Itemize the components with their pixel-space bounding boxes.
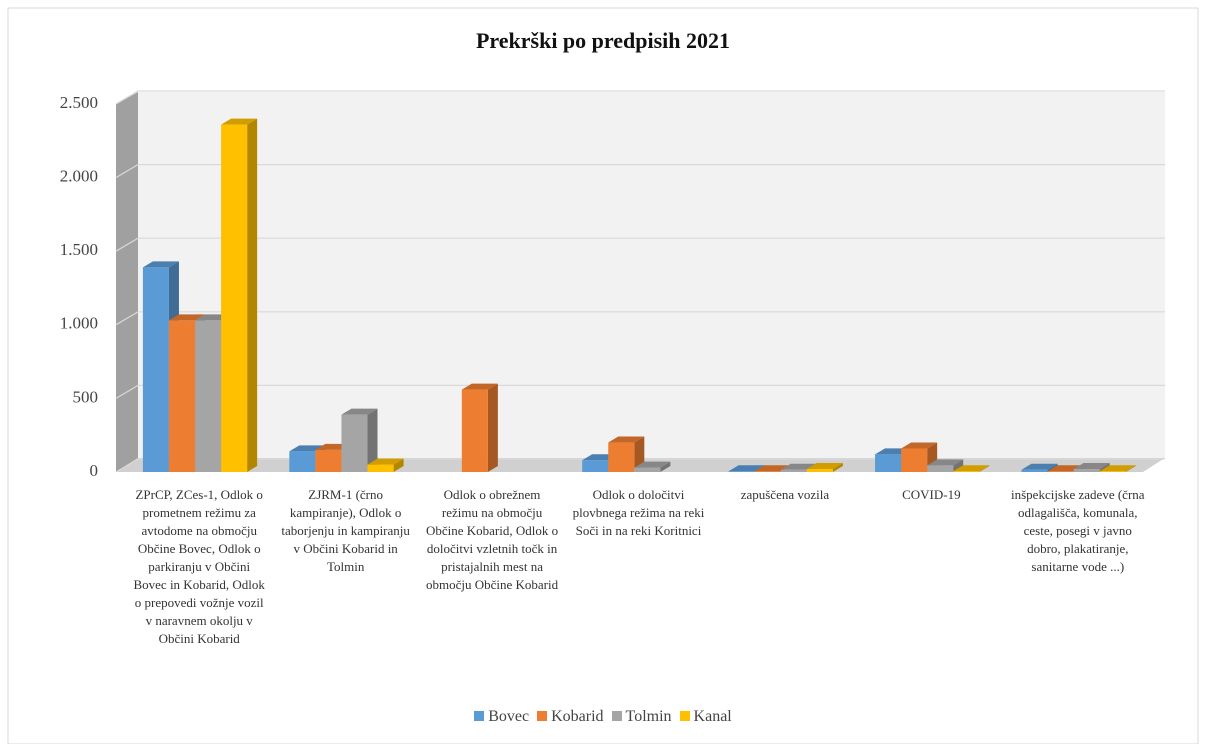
bar xyxy=(461,389,488,472)
bar xyxy=(927,465,954,472)
bar-top xyxy=(780,463,817,470)
y-tick-label: 0 xyxy=(90,461,99,480)
legend-label: Bovec xyxy=(488,708,530,725)
bar xyxy=(901,448,928,472)
bar xyxy=(142,267,169,472)
bar xyxy=(806,469,833,472)
y-tick-label: 2.500 xyxy=(60,93,98,112)
bar xyxy=(953,471,980,472)
legend: Bovec Kobarid Tolmin Kanal xyxy=(0,708,1206,726)
bar-top xyxy=(608,436,645,443)
bar-top xyxy=(634,461,671,468)
legend-swatch xyxy=(537,711,548,721)
chart-title: Prekrški po predpisih 2021 xyxy=(475,28,731,53)
bar xyxy=(582,460,609,472)
legend-swatch xyxy=(611,711,622,721)
bar-side xyxy=(953,459,964,472)
bar-top xyxy=(341,408,378,415)
bar xyxy=(608,442,635,472)
grid-line xyxy=(115,237,1165,252)
bar-top xyxy=(927,459,964,466)
bar xyxy=(875,454,902,472)
bar xyxy=(168,320,196,472)
bar-top xyxy=(806,463,843,470)
grid-line xyxy=(115,311,1165,326)
legend-label: Tolmin xyxy=(625,708,672,725)
bar xyxy=(315,449,342,472)
legend-item: Kobarid xyxy=(537,708,604,726)
legend-label: Kanal xyxy=(693,708,732,725)
x-tick-label: zapuščena vozila xyxy=(740,487,830,502)
bar-side xyxy=(1125,465,1136,472)
bar-top xyxy=(1099,465,1136,472)
bar xyxy=(1047,471,1074,472)
bar-side xyxy=(660,461,671,472)
y-tick-label: 1.500 xyxy=(60,240,98,259)
bar-side xyxy=(979,465,990,472)
bar xyxy=(341,414,368,472)
legend-swatch xyxy=(679,711,690,721)
bar-top xyxy=(461,383,498,390)
bar xyxy=(221,124,248,472)
bar xyxy=(780,469,807,472)
legend-item: Tolmin xyxy=(611,708,672,726)
x-tick-label: Odlok o obrežnem režimu na območju Občin… xyxy=(425,487,559,592)
bar xyxy=(1099,471,1126,472)
bar-side xyxy=(832,463,843,472)
grid-line xyxy=(115,384,1165,399)
legend-swatch xyxy=(474,711,485,721)
x-tick-label: COVID-19 xyxy=(902,487,961,502)
bar-top xyxy=(142,261,179,268)
bar-top xyxy=(953,465,990,472)
bar-top xyxy=(901,442,938,449)
bar-top xyxy=(728,465,765,472)
x-tick-label: inšpekcijske zadeve (črna odlagališča, k… xyxy=(1011,487,1145,574)
bar-side xyxy=(367,408,378,472)
bar-side xyxy=(487,383,498,472)
legend-label: Kobarid xyxy=(551,708,604,725)
y-tick-label: 1.000 xyxy=(60,314,98,333)
x-tick-label: ZJRM-1 (črno kampiranje), Odlok o taborj… xyxy=(281,487,410,574)
bar xyxy=(195,320,222,472)
bar-top xyxy=(367,458,404,465)
back-wall xyxy=(138,92,1165,458)
x-tick-label: ZPrCP, ZCes-1, Odlok o prometnem režimu … xyxy=(133,487,265,646)
bar-side xyxy=(247,118,258,472)
bar xyxy=(367,464,394,472)
legend-item: Bovec xyxy=(474,708,529,726)
y-tick-label: 500 xyxy=(73,387,99,406)
bar xyxy=(728,471,755,472)
bar-top xyxy=(1021,463,1058,470)
grid-line xyxy=(115,164,1165,179)
bar-top xyxy=(1073,463,1110,470)
grid-line xyxy=(115,90,1165,105)
side-wall xyxy=(116,92,138,472)
grid-line xyxy=(115,458,1165,473)
x-tick-label: Odlok o določitvi plovbnega režima na re… xyxy=(572,487,705,538)
bar xyxy=(289,451,316,472)
bar xyxy=(1021,469,1048,472)
bar xyxy=(634,467,661,472)
bar xyxy=(1073,469,1100,472)
bar-top xyxy=(221,118,258,125)
y-tick-label: 2.000 xyxy=(60,167,98,186)
legend-item: Kanal xyxy=(679,708,732,726)
bar-side xyxy=(393,458,404,472)
bar-top xyxy=(168,314,206,321)
bar xyxy=(754,471,781,472)
